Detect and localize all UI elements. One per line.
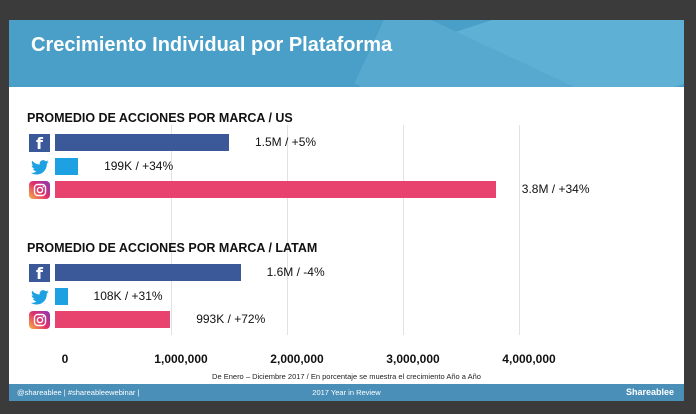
x-tick-label: 1,000,000 xyxy=(154,352,208,366)
bar-label: 199K / +34% xyxy=(104,159,174,173)
instagram-icon xyxy=(29,311,50,329)
bar-label: 993K / +72% xyxy=(196,312,266,326)
x-tick-label: 2,000,000 xyxy=(270,352,324,366)
section-title: PROMEDIO DE ACCIONES POR MARCA / LATAM xyxy=(27,241,318,255)
footer-handles: @shareablee | #shareableewebinar | xyxy=(17,388,140,397)
twitter-icon xyxy=(29,288,50,306)
section-title: PROMEDIO DE ACCIONES POR MARCA / US xyxy=(27,111,293,125)
bar xyxy=(55,288,68,305)
footer-brand: Shareablee xyxy=(625,387,674,397)
slide: Crecimiento Individual por Plataforma PR… xyxy=(9,20,684,401)
bar-label: 1.5M / +5% xyxy=(255,135,317,149)
x-tick-label: 3,000,000 xyxy=(386,352,440,366)
gridline xyxy=(519,125,520,335)
footnote: De Enero – Diciembre 2017 / En porcentaj… xyxy=(212,372,481,381)
bar xyxy=(55,158,79,175)
twitter-icon xyxy=(29,158,50,176)
bar xyxy=(55,181,496,198)
header-banner: Crecimiento Individual por Plataforma xyxy=(9,20,684,87)
footer-center: 2017 Year in Review xyxy=(312,388,381,397)
bar xyxy=(55,264,241,281)
footer-bar: @shareablee | #shareableewebinar | 2017 … xyxy=(9,384,684,401)
facebook-icon: f xyxy=(29,264,50,283)
gridline xyxy=(403,125,404,335)
bar-label: 108K / +31% xyxy=(93,289,163,303)
bar-label: 1.6M / -4% xyxy=(266,265,325,279)
instagram-icon xyxy=(29,181,50,199)
gridline xyxy=(171,125,172,335)
x-tick-label: 4,000,000 xyxy=(502,352,556,366)
gridline xyxy=(287,125,288,335)
bar xyxy=(55,134,229,151)
page-title: Crecimiento Individual por Plataforma xyxy=(31,34,393,56)
bar-label: 3.8M / +34% xyxy=(521,182,590,196)
bar xyxy=(55,311,171,328)
x-tick-label: 0 xyxy=(61,352,69,366)
facebook-icon: f xyxy=(29,134,50,153)
